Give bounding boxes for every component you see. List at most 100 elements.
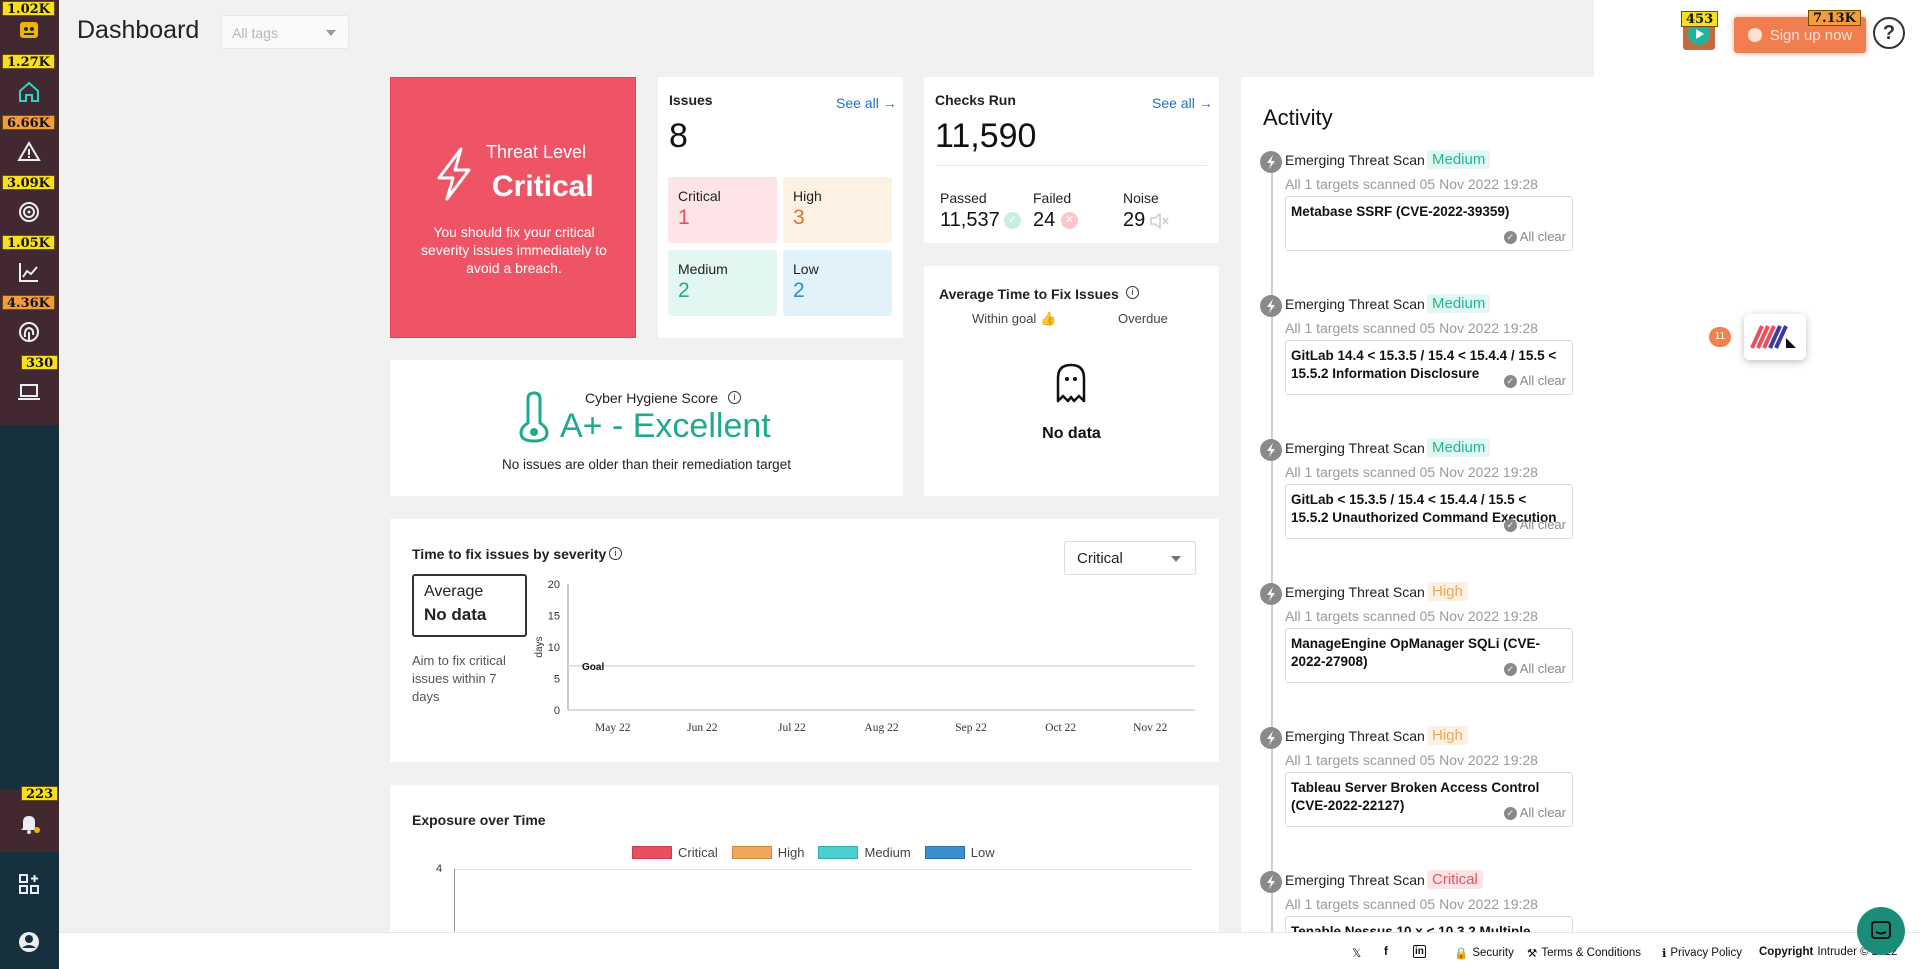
activity-finding[interactable]: GitLab 14.4 < 15.3.5 / 15.4 < 15.4.4 / 1… <box>1285 340 1573 395</box>
low-label: Low <box>793 261 819 277</box>
apps-icon[interactable] <box>11 866 47 902</box>
terms-link[interactable]: ⚒ Terms & Conditions <box>1527 947 1642 960</box>
lightning-icon <box>437 147 471 201</box>
severity-badge: Critical <box>1427 870 1483 889</box>
x-tick-label: Jun 22 <box>687 722 718 734</box>
chevron-down-icon <box>326 30 336 36</box>
sign-up-button[interactable]: Sign up now <box>1734 17 1866 53</box>
exposure-card: Exposure over Time Critical High Medium … <box>390 785 1219 935</box>
logo-icon[interactable] <box>11 12 47 48</box>
upgrade-icon <box>1747 28 1762 42</box>
x-tick-label: Sep 22 <box>955 722 987 734</box>
issues-see-all-link[interactable]: See all → <box>836 95 897 111</box>
activity-item[interactable]: Emerging Threat Scan Medium All 1 targets … <box>1241 437 1594 577</box>
sidebar-badge: 1.27K <box>2 54 55 70</box>
chat-icon <box>1871 921 1891 939</box>
y-tick-label: 4 <box>436 863 443 875</box>
notification-count-badge[interactable]: 11 <box>1709 327 1731 347</box>
chart-icon[interactable] <box>11 254 47 290</box>
facebook-icon[interactable]: f <box>1384 946 1388 958</box>
checks-title: Checks Run <box>935 92 1016 108</box>
checks-see-all-link[interactable]: See all → <box>1152 95 1213 111</box>
activity-finding[interactable]: ManageEngine OpManager SQLi (CVE-2022-27… <box>1285 628 1573 683</box>
info-icon[interactable]: i <box>609 547 622 560</box>
severity-badge: High <box>1427 726 1468 745</box>
legend-item-high[interactable]: High <box>731 845 804 860</box>
privacy-link[interactable]: ℹ Privacy Policy <box>1662 947 1742 960</box>
x-tick-label: Aug 22 <box>864 722 898 734</box>
twitter-icon[interactable]: 𝕏 <box>1352 948 1362 960</box>
time-to-fix-chart: 0 5 10 15 20 days Goal May 22 Jun 22 Jul 22 Aug 22… <box>534 579 1195 734</box>
finding-title: Tableau Server Broken Access Control (CV… <box>1291 780 1540 813</box>
laptop-icon[interactable] <box>11 374 47 410</box>
overlay-badge: 7.13K <box>1808 10 1861 26</box>
info-icon[interactable]: i <box>1126 286 1139 299</box>
avg-time-card: Average Time to Fix Issues i Within goal… <box>924 266 1219 496</box>
page-title: Dashboard <box>77 16 200 44</box>
legend-item-low[interactable]: Low <box>924 845 995 860</box>
x-tick-label: May 22 <box>595 722 631 734</box>
issues-card: Issues See all → 8 Critical 1 High 3 Med… <box>658 77 903 338</box>
high-issues-box[interactable]: High 3 <box>783 177 892 243</box>
info-icon[interactable]: i <box>728 391 741 404</box>
y-axis <box>454 869 455 935</box>
chat-button[interactable] <box>1857 907 1905 955</box>
activity-meta: All 1 targets scanned 05 Nov 2022 19:28 <box>1285 320 1538 336</box>
sidebar-badge: 3.09K <box>2 175 55 191</box>
time-to-fix-title: Time to fix issues by severity <box>412 546 607 562</box>
activity-item[interactable]: Emerging Threat Scan Critical All 1 target… <box>1241 869 1594 937</box>
warning-icon[interactable] <box>11 134 47 170</box>
finding-title: GitLab < 15.3.5 / 15.4 < 15.4.4 / 15.5 <… <box>1291 492 1557 525</box>
average-label: Average <box>424 583 484 600</box>
hygiene-title: Cyber Hygiene Score <box>585 390 719 406</box>
low-issues-box[interactable]: Low 2 <box>783 250 892 316</box>
noise-count: 29 <box>1123 209 1146 231</box>
all-clear-status: ✓ All clear <box>1503 372 1566 390</box>
tags-dropdown[interactable]: All tags <box>221 15 349 49</box>
medium-issues-box[interactable]: Medium 2 <box>668 250 777 316</box>
overlay-badge: 453 <box>1681 11 1719 27</box>
floating-widget[interactable] <box>1744 314 1806 360</box>
threat-level-value: Critical <box>492 170 594 203</box>
bell-icon[interactable] <box>11 805 47 841</box>
sidebar-badge: 4.36K <box>2 295 55 311</box>
severity-badge: Medium <box>1427 150 1491 169</box>
sign-up-label: Sign up now <box>1769 26 1853 44</box>
activity-item[interactable]: Emerging Threat Scan High All 1 targets sc… <box>1241 725 1594 865</box>
activity-finding[interactable]: Tableau Server Broken Access Control (CV… <box>1285 772 1573 827</box>
y-tick-label: 15 <box>548 611 560 623</box>
checks-total: 11,590 <box>935 117 1037 155</box>
home-icon[interactable] <box>11 74 47 110</box>
target-icon[interactable] <box>11 194 47 230</box>
all-clear-status: ✓ All clear <box>1503 804 1566 822</box>
hygiene-score: A+ - Excellent <box>560 407 771 445</box>
activity-meta: All 1 targets scanned 05 Nov 2022 19:28 <box>1285 464 1538 480</box>
security-link[interactable]: 🔒 Security <box>1454 947 1514 960</box>
high-label: High <box>793 188 822 204</box>
legend-item-medium[interactable]: Medium <box>818 845 911 860</box>
activity-scan-name: Emerging Threat Scan <box>1285 152 1425 168</box>
no-data-label: No data <box>1042 425 1101 442</box>
issues-title: Issues <box>669 92 713 108</box>
activity-item[interactable]: Emerging Threat Scan Medium All 1 targets … <box>1241 149 1594 289</box>
critical-label: Critical <box>678 188 721 204</box>
fingerprint-icon[interactable] <box>11 314 47 350</box>
y-tick-label: 20 <box>548 579 560 591</box>
thumbs-up-icon: 👍 <box>1039 311 1057 326</box>
activity-finding[interactable]: GitLab < 15.3.5 / 15.4 < 15.4.4 / 15.5 <… <box>1285 484 1573 539</box>
high-count: 3 <box>793 206 805 229</box>
activity-scan-name: Emerging Threat Scan <box>1285 584 1425 600</box>
critical-issues-box[interactable]: Critical 1 <box>668 177 777 243</box>
check-circle-icon: ✓ <box>1503 662 1517 676</box>
severity-select[interactable]: Critical <box>1064 541 1196 575</box>
activity-item[interactable]: Emerging Threat Scan Medium All 1 targets … <box>1241 293 1594 433</box>
threat-level-label: Threat Level <box>486 142 587 162</box>
activity-finding[interactable]: Metabase SSRF (CVE-2022-39359) ✓ All clear <box>1285 196 1573 251</box>
activity-item[interactable]: Emerging Threat Scan High All 1 targets sc… <box>1241 581 1594 721</box>
legend-item-critical[interactable]: Critical <box>632 845 718 860</box>
severity-select-value: Critical <box>1077 550 1123 567</box>
linkedin-icon[interactable]: in <box>1413 945 1426 958</box>
activity-meta: All 1 targets scanned 05 Nov 2022 19:28 <box>1285 176 1538 192</box>
user-icon[interactable] <box>11 924 47 960</box>
help-button[interactable]: ? <box>1873 17 1905 49</box>
